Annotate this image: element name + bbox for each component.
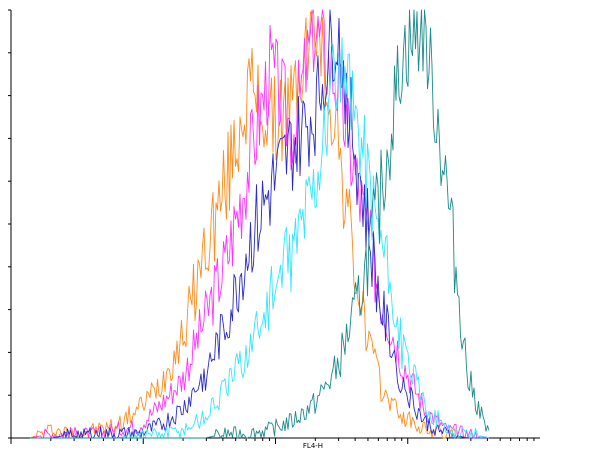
series-line — [30, 9, 490, 439]
x-axis-label: FL4-H — [303, 442, 323, 450]
series-line — [29, 9, 490, 439]
series-line — [29, 9, 489, 439]
x-ticks — [10, 438, 535, 444]
axes — [8, 9, 540, 444]
series-line — [30, 9, 489, 439]
series-layer — [29, 9, 490, 439]
y-ticks — [8, 9, 11, 439]
